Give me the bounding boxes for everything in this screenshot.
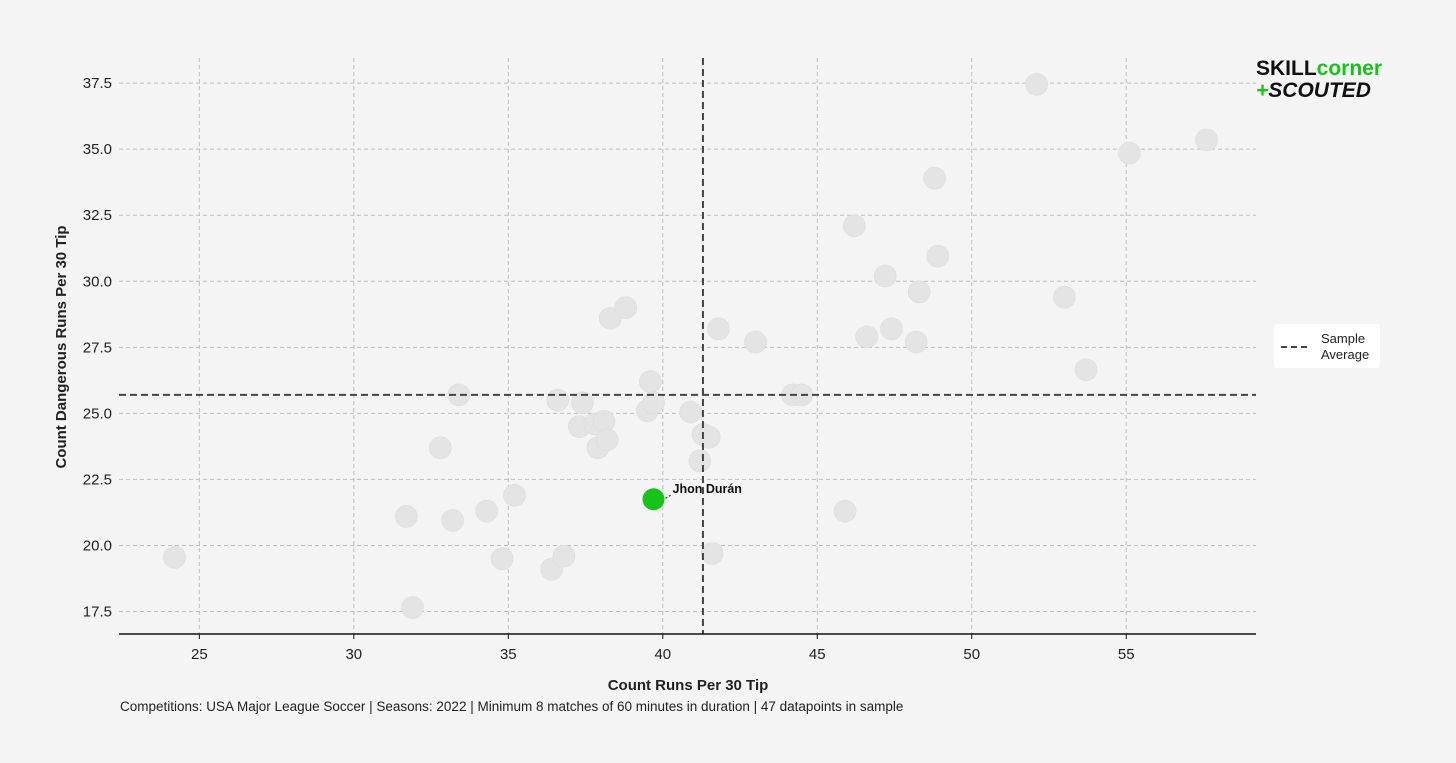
data-point-6[interactable] xyxy=(475,499,498,523)
y-tick-label-3: 25.0 xyxy=(83,405,112,422)
data-point-10[interactable] xyxy=(546,388,570,412)
logo-line-1: SKILLcorner xyxy=(1256,57,1382,80)
skillcorner-scouted-logo: SKILLcorner +SCOUTED xyxy=(1256,57,1382,102)
y-tick-label-2: 22.5 xyxy=(83,471,112,488)
data-point-4[interactable] xyxy=(441,509,464,532)
highlight-label: Jhon Durán xyxy=(673,482,742,496)
data-point-36[interactable] xyxy=(880,317,903,341)
data-point-34[interactable] xyxy=(855,325,879,349)
legend-label: Sample Average xyxy=(1321,331,1369,362)
data-point-29[interactable] xyxy=(744,330,767,354)
data-point-24[interactable] xyxy=(688,449,712,473)
data-point-32[interactable] xyxy=(833,499,857,523)
y-tick-label-4: 27.5 xyxy=(83,339,112,356)
data-point-35[interactable] xyxy=(873,264,897,288)
x-tick-label-3: 40 xyxy=(654,646,671,663)
data-point-3[interactable] xyxy=(429,436,452,460)
data-point-22[interactable] xyxy=(642,391,665,415)
logo-line-2: +SCOUTED xyxy=(1256,79,1371,102)
legend-box xyxy=(1274,324,1380,368)
data-point-21[interactable] xyxy=(639,370,662,393)
data-point-44[interactable] xyxy=(1118,141,1141,165)
data-point-13[interactable] xyxy=(571,391,594,415)
x-tick-label-2: 35 xyxy=(500,646,517,663)
legend: Sample Average xyxy=(1274,324,1380,368)
data-point-41[interactable] xyxy=(1025,73,1048,96)
data-point-17[interactable] xyxy=(595,428,619,452)
y-axis-title: Count Dangerous Runs Per 30 Tip xyxy=(53,225,70,468)
data-point-5[interactable] xyxy=(447,383,471,407)
data-point-8[interactable] xyxy=(503,483,526,507)
data-point-45[interactable] xyxy=(1195,128,1218,152)
data-points xyxy=(163,73,1218,619)
x-tick-label-1: 30 xyxy=(345,646,362,663)
x-axis-title: Count Runs Per 30 Tip xyxy=(608,677,769,694)
data-point-27[interactable] xyxy=(700,542,724,565)
y-tick-label-5: 30.0 xyxy=(83,273,112,290)
x-tick-label-4: 45 xyxy=(809,646,826,663)
data-point-39[interactable] xyxy=(923,166,946,190)
data-point-0[interactable] xyxy=(163,546,186,569)
data-point-37[interactable] xyxy=(904,330,928,354)
footnote: Competitions: USA Major League Soccer | … xyxy=(120,699,903,714)
y-tick-label-8: 37.5 xyxy=(83,75,112,92)
highlight-group: Jhon Durán xyxy=(642,482,742,511)
data-point-7[interactable] xyxy=(490,547,514,570)
y-tick-label-1: 20.0 xyxy=(83,537,112,554)
data-point-23[interactable] xyxy=(679,400,702,424)
data-point-2[interactable] xyxy=(401,596,424,619)
data-point-19[interactable] xyxy=(614,296,638,319)
data-point-1[interactable] xyxy=(395,505,418,528)
x-tick-label-0: 25 xyxy=(191,646,208,663)
y-tick-label-7: 35.0 xyxy=(83,141,112,158)
grid-lines xyxy=(119,58,1256,634)
x-tick-label-6: 55 xyxy=(1118,646,1135,663)
y-tick-label-0: 17.5 xyxy=(83,604,112,621)
highlight-point-jhon-duran[interactable] xyxy=(642,488,665,511)
data-point-42[interactable] xyxy=(1053,285,1076,309)
y-tick-labels: 17.5 20.0 22.5 25.0 27.5 30.0 32.5 35.0 37.5 xyxy=(83,75,112,620)
sample-average-lines xyxy=(119,58,1256,634)
data-point-33[interactable] xyxy=(843,214,866,238)
data-point-43[interactable] xyxy=(1074,358,1098,382)
data-point-28[interactable] xyxy=(707,317,730,341)
data-point-11[interactable] xyxy=(552,544,576,568)
x-tick-labels: 25 30 35 40 45 50 55 xyxy=(191,634,1135,663)
y-tick-label-6: 32.5 xyxy=(83,207,112,224)
highlight-connector xyxy=(665,494,671,499)
data-point-40[interactable] xyxy=(926,244,950,268)
x-tick-label-5: 50 xyxy=(963,646,980,663)
data-point-26[interactable] xyxy=(697,425,721,449)
data-point-38[interactable] xyxy=(907,280,931,304)
